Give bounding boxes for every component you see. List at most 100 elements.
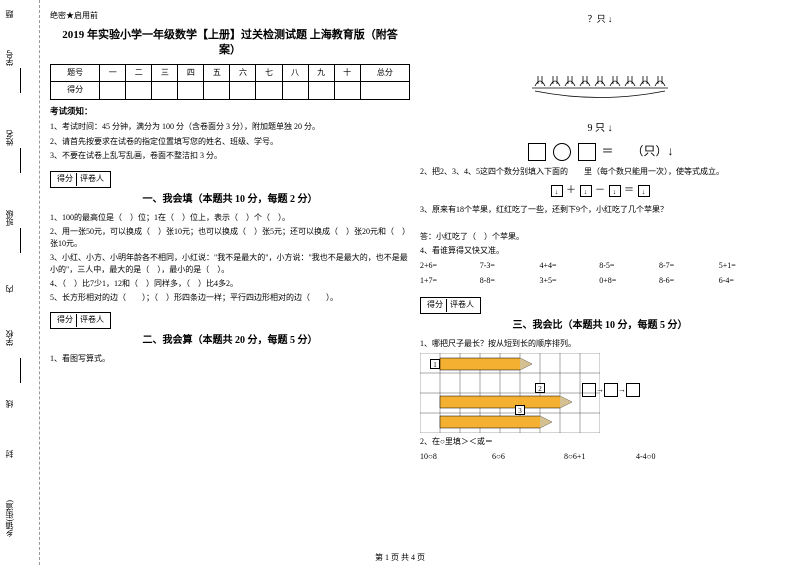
spine-xiangzhen: 乡镇(街道) [4,500,15,537]
right-column: ？只 ↓ 9 只 ↓ [415,10,785,555]
calc: 0+8= [599,275,659,288]
answer-box[interactable] [528,143,546,161]
spine-line [20,358,21,383]
grader-label: 评卷人 [77,173,107,186]
comp: 8○6+1 [564,451,636,464]
calc: 3+5= [540,275,600,288]
notice-item: 3、不要在试卷上乱写乱画，卷面不整洁扣 3 分。 [50,150,410,163]
th: 八 [282,64,308,82]
fill-box[interactable]: ↓ [551,185,563,197]
score-box: 得分评卷人 [50,312,111,329]
cell[interactable] [256,82,282,100]
cell[interactable] [308,82,334,100]
spine-xian: 线 [4,400,15,408]
title-line1: 2019 年实验小学一年级数学【上册】过关检测试题 上海教育版（附答 [62,29,398,41]
th: 三 [152,64,178,82]
title-line2: 案） [219,44,241,56]
th: 十 [334,64,360,82]
spine-xuexiao: 学校 [4,330,15,346]
page-footer: 第 1 页 共 4 页 [0,552,800,563]
s1-q3: 3、小红、小方、小明年龄各不相同，小红说："我不是最大的"，小方说："我也不是最… [50,252,410,276]
answer-box[interactable] [578,143,596,161]
s1-q2: 2、用一张50元，可以换成（ ）张10元；也可以换成（ ）张5元；还可以换成（ … [50,226,410,250]
score-table: 题号 一 二 三 四 五 六 七 八 九 十 总分 得分 [50,64,410,101]
minus: － [595,185,605,196]
section2-title: 二、我会算（本题共 20 分，每题 5 分） [50,333,410,349]
left-column: 绝密★启用前 2019 年实验小学一年级数学【上册】过关检测试题 上海教育版（附… [45,10,415,555]
pencil-chart: 1 2 3 →→ [420,353,640,433]
rabbit-figure: ？只 ↓ 9 只 ↓ [420,12,780,137]
s2-q1: 1、看图写算式。 [50,353,410,365]
s3-q2: 2、在○里填＞＜或＝ [420,436,780,448]
th: 九 [308,64,334,82]
th: 五 [204,64,230,82]
cell[interactable] [282,82,308,100]
order-box[interactable] [604,383,618,397]
th: 六 [230,64,256,82]
calc: 7-3= [480,260,540,273]
calc: 8-7= [659,260,719,273]
equation-boxes: ＝ （只）↓ [420,142,780,161]
cell[interactable] [334,82,360,100]
equals: ＝ （只）↓ [601,144,673,158]
equation-fill: ↓ ＋ ↓ － ↓ ＝ ↓ [420,183,780,199]
spine-line [20,148,21,173]
s2-q3-ans: 答：小红吃了（ ）个苹果。 [420,231,780,243]
rabbit-svg [530,26,670,116]
order-box[interactable] [626,383,640,397]
cell[interactable] [100,82,126,100]
spine-xuehao: 学号 [4,50,15,66]
fill-box[interactable]: ↓ [609,185,621,197]
score-label: 得分 [54,314,77,327]
s1-q5: 5、长方形相对的边（ ）；（ ）形四条边一样；平行四边形相对的边（ ）。 [50,292,410,304]
fill-box[interactable]: ↓ [638,185,650,197]
table-row: 题号 一 二 三 四 五 六 七 八 九 十 总分 [51,64,410,82]
spine-line [20,68,21,93]
rabbit-question: ？只 ↓ [420,12,780,26]
page-content: 绝密★启用前 2019 年实验小学一年级数学【上册】过关检测试题 上海教育版（附… [45,10,795,555]
notice-item: 1、考试时间：45 分钟，满分为 100 分（含卷面分 3 分），附加题单独 2… [50,121,410,134]
th: 二 [126,64,152,82]
spine-xingming: 姓名 [4,130,15,146]
equals: ＝ [624,185,634,196]
order-box[interactable] [582,383,596,397]
calc: 8-6= [659,275,719,288]
rabbit-nine: 9 只 ↓ [420,121,780,137]
operator-circle[interactable] [553,143,571,161]
plus: ＋ [566,185,576,196]
binding-spine: 题 学号 姓名 班级 内 学校 线 封 乡镇(街道) [0,0,40,565]
s2-q4: 4、看谁算得又快又准。 [420,245,780,257]
calc: 4+4= [540,260,600,273]
notice-item: 2、请首先按要求在试卷的指定位置填写您的姓名、班级、学号。 [50,136,410,149]
calc: 1+7= [420,275,480,288]
calc-row1: 2+6= 7-3= 4+4= 8-5= 8-7= 5+1= [420,259,780,274]
s1-q1: 1、100的最高位是（ ）位；1在（ ）位上，表示（ ）个（ ）。 [50,212,410,224]
row-label: 得分 [51,82,100,100]
calc: 8-8= [480,275,540,288]
secret-label: 绝密★启用前 [50,10,410,23]
score-box: 得分评卷人 [420,297,481,314]
grid-svg [420,353,600,433]
cell[interactable] [230,82,256,100]
comp: 6○6 [492,451,564,464]
grader-label: 评卷人 [447,299,477,312]
th: 七 [256,64,282,82]
calc: 2+6= [420,260,480,273]
cell[interactable] [126,82,152,100]
cell[interactable] [178,82,204,100]
cell[interactable] [204,82,230,100]
cell[interactable] [360,82,409,100]
order-boxes: →→ [582,383,640,397]
comp: 10○8 [420,451,492,464]
cell[interactable] [152,82,178,100]
fill-box[interactable]: ↓ [580,185,592,197]
th: 一 [100,64,126,82]
section3-title: 三、我会比（本题共 10 分，每题 5 分） [420,318,780,334]
grader-label: 评卷人 [77,314,107,327]
calc: 5+1= [719,260,779,273]
th: 四 [178,64,204,82]
pencil-label-3: 3 [515,405,525,415]
score-label: 得分 [424,299,447,312]
spine-feng: 封 [4,450,15,458]
s2-q3: 3、原来有18个苹果，红红吃了一些，还剩下9个，小红吃了几个苹果？ [420,204,780,216]
